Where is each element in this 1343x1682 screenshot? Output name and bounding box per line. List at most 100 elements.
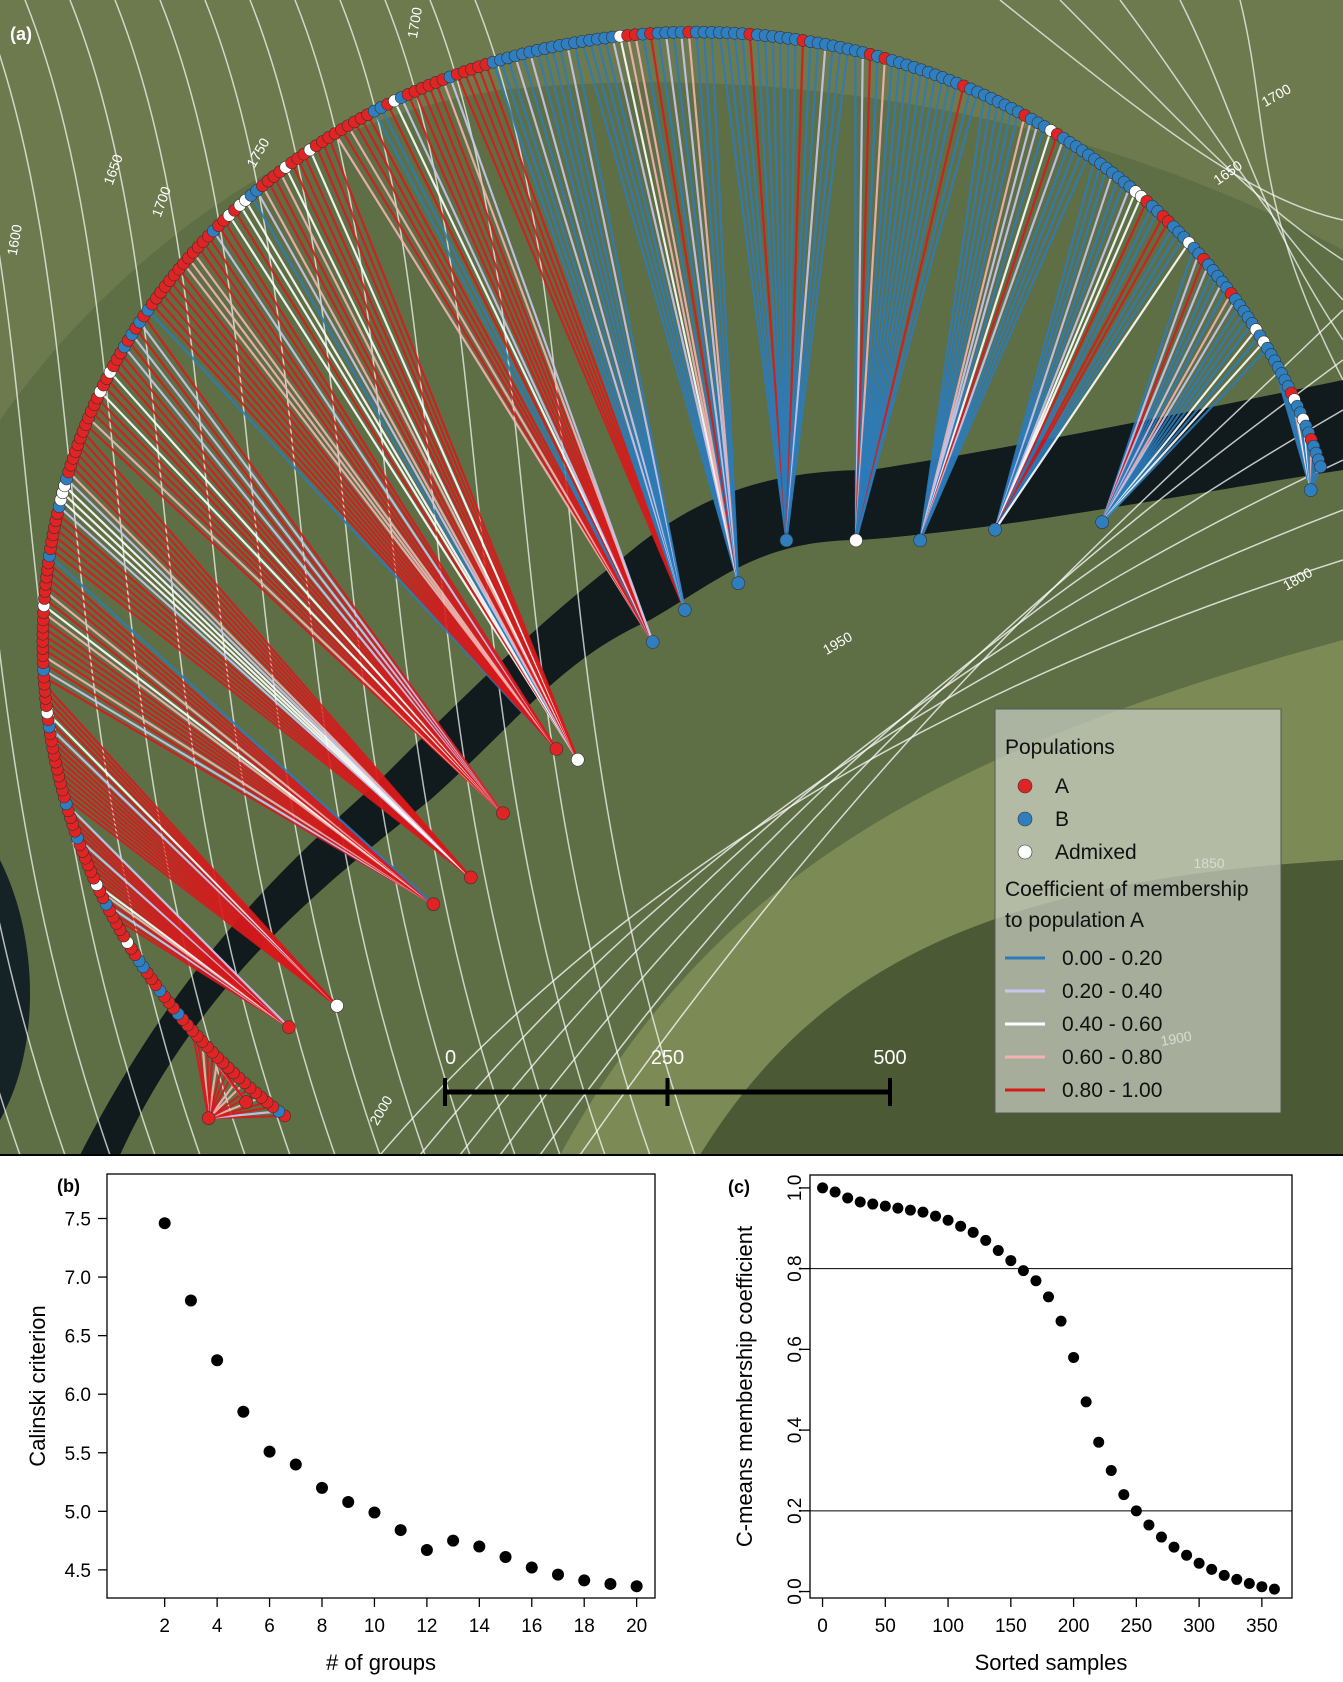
sample-link [84,423,504,815]
point [237,1405,250,1418]
legend-label: 0.60 - 0.80 [1062,1046,1162,1069]
sample-link [244,199,579,761]
contour-line [999,0,1343,221]
sample-link [626,35,740,584]
sample-link [919,104,1006,541]
point [1218,1569,1230,1581]
y-axis-label: Calinski criterion [25,1305,50,1466]
sample-link [290,162,579,761]
point [473,1540,486,1553]
legend-box [994,708,1282,1114]
y-tick-label: 0.2 [785,1498,806,1524]
sample-link [695,32,740,584]
sample-link [43,683,338,1007]
contour-line [459,459,1343,1155]
point [578,1574,591,1587]
sample-link [611,36,740,584]
sample-link [127,339,504,814]
sample-link [116,358,504,814]
sample-link [427,84,654,643]
sample-link [785,39,797,541]
sample-link [197,246,558,750]
sample-link [551,46,686,611]
sample-link [105,377,504,814]
point [879,1200,891,1212]
sample-link [854,64,908,541]
contour-line [1119,0,1343,301]
sample-link [994,210,1159,531]
x-tick-label: 20 [626,1616,647,1637]
panel-label: (a) [10,24,32,44]
sample-link [672,32,740,584]
point [1268,1583,1280,1595]
sample-link [664,32,740,584]
point [394,1524,407,1537]
contour-line [0,922,66,1155]
x-tick-label: 12 [416,1616,437,1637]
sample-point [239,1095,253,1109]
legend: Populations AB Admixed Coefficient of membe… [994,708,1282,1114]
sample-link [854,85,965,541]
contour-line [1179,0,1343,341]
contour-line [579,309,1343,1155]
sample-link [360,117,654,643]
sample-link [239,204,579,761]
x-tick-label: 2 [159,1616,170,1637]
contour-line [1239,0,1343,381]
sample-link [1101,310,1245,523]
y-tick-label: 7.0 [65,1268,91,1289]
point [1130,1505,1142,1517]
point [1030,1275,1042,1287]
sample-point [913,533,928,548]
point [980,1234,992,1246]
point [630,1580,643,1593]
sample-point [496,806,510,821]
sample-link [109,371,504,814]
sample-point [570,752,585,767]
point [955,1220,967,1232]
sample-link [603,37,740,584]
sample-link [90,410,504,814]
x-tick-label: 4 [212,1616,223,1637]
contour-line [0,254,156,1155]
x-tick-label: 350 [1246,1616,1278,1637]
sample-link [373,110,654,643]
sample-link [261,185,579,761]
sample-link [207,235,558,750]
sample-link [1101,322,1253,523]
point [525,1561,538,1574]
y-tick-label: 5.0 [65,1502,91,1523]
sample-link [347,125,654,643]
sample-link [919,134,1059,541]
sample-link [994,236,1185,531]
sample-link [93,403,504,814]
y-tick-label: 0.6 [785,1336,806,1362]
y-axis-label: C-means membership coefficient [732,1226,757,1547]
sample-link [1101,275,1219,523]
sample-point [549,742,564,756]
sample-link [202,240,558,750]
sample-link [854,58,886,541]
sample-link [393,100,654,643]
sample-link [528,51,686,611]
sample-link [102,384,504,814]
sample-link [48,555,435,905]
point [942,1214,954,1226]
sample-link [558,45,686,611]
sample-link [994,191,1137,531]
contour-line [1059,0,1343,261]
contour-line [499,409,1343,1155]
point [1143,1519,1155,1531]
x-axis-label: Sorted samples [975,1650,1128,1675]
plot-frame [106,1173,656,1599]
sample-link [99,390,504,814]
sample-link [155,297,558,750]
sample-link [207,1082,246,1119]
point [1055,1315,1067,1327]
sample-link [919,108,1013,541]
x-tick-label: 10 [364,1616,385,1637]
sample-point [282,1020,296,1034]
x-tick-label: 0 [817,1616,828,1637]
sample-link [919,98,993,541]
